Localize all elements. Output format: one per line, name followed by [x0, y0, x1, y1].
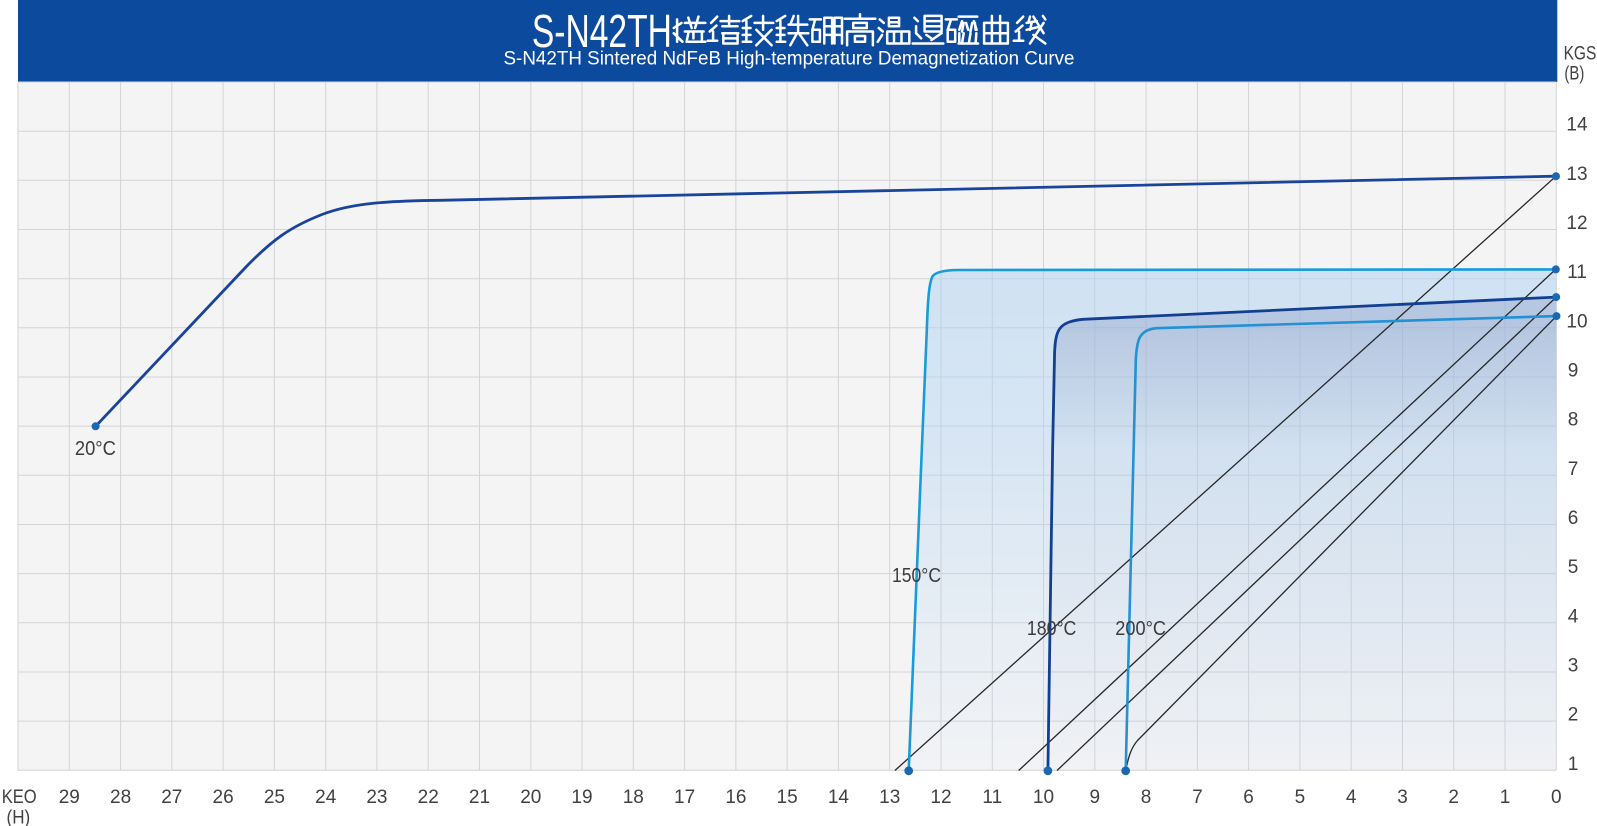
svg-text:11: 11 [982, 787, 1002, 808]
svg-text:8: 8 [1568, 410, 1579, 431]
svg-text:KGS: KGS [1564, 44, 1597, 65]
svg-text:20: 20 [520, 787, 541, 808]
svg-text:4: 4 [1568, 606, 1579, 627]
svg-text:S-N42TH: S-N42TH [532, 5, 672, 57]
svg-text:29: 29 [59, 787, 80, 808]
svg-text:11: 11 [1567, 262, 1587, 283]
svg-text:S-N42TH Sintered NdFeB High-te: S-N42TH Sintered NdFeB High-temperature … [504, 48, 1075, 70]
svg-text:13: 13 [879, 787, 900, 808]
svg-text:150°C: 150°C [892, 565, 941, 587]
svg-text:(B): (B) [1564, 63, 1584, 84]
svg-text:(H): (H) [7, 808, 31, 826]
svg-text:1: 1 [1500, 787, 1511, 808]
svg-text:0: 0 [1551, 787, 1562, 808]
svg-text:14: 14 [828, 787, 850, 808]
svg-text:27: 27 [161, 787, 182, 808]
svg-text:7: 7 [1192, 787, 1203, 808]
svg-text:12: 12 [930, 787, 951, 808]
svg-text:23: 23 [366, 787, 387, 808]
svg-text:14: 14 [1566, 115, 1588, 136]
svg-text:2: 2 [1448, 787, 1459, 808]
svg-text:7: 7 [1568, 459, 1579, 480]
svg-text:17: 17 [674, 787, 695, 808]
svg-text:22: 22 [418, 787, 439, 808]
svg-text:5: 5 [1568, 557, 1579, 578]
svg-text:2: 2 [1568, 705, 1579, 726]
svg-text:26: 26 [213, 787, 234, 808]
svg-text:13: 13 [1566, 164, 1587, 185]
svg-text:10: 10 [1033, 787, 1054, 808]
svg-text:KEO: KEO [2, 787, 37, 808]
svg-text:15: 15 [777, 787, 798, 808]
svg-text:200°C: 200°C [1115, 618, 1166, 640]
svg-text:9: 9 [1568, 361, 1579, 382]
svg-text:10: 10 [1566, 311, 1587, 332]
svg-text:19: 19 [571, 787, 592, 808]
svg-text:180°C: 180°C [1027, 618, 1077, 640]
svg-text:6: 6 [1568, 508, 1579, 529]
svg-text:9: 9 [1090, 787, 1101, 808]
svg-text:20°C: 20°C [75, 438, 116, 460]
svg-text:3: 3 [1397, 787, 1408, 808]
svg-text:8: 8 [1141, 787, 1152, 808]
svg-text:18: 18 [623, 787, 644, 808]
svg-text:6: 6 [1243, 787, 1254, 808]
svg-text:25: 25 [264, 787, 285, 808]
svg-text:16: 16 [725, 787, 746, 808]
svg-text:3: 3 [1568, 656, 1579, 677]
svg-text:12: 12 [1566, 213, 1587, 234]
svg-text:28: 28 [110, 787, 131, 808]
svg-text:4: 4 [1346, 787, 1357, 808]
svg-text:1: 1 [1568, 754, 1579, 775]
svg-text:5: 5 [1295, 787, 1306, 808]
svg-text:21: 21 [469, 787, 490, 808]
svg-text:24: 24 [315, 787, 337, 808]
